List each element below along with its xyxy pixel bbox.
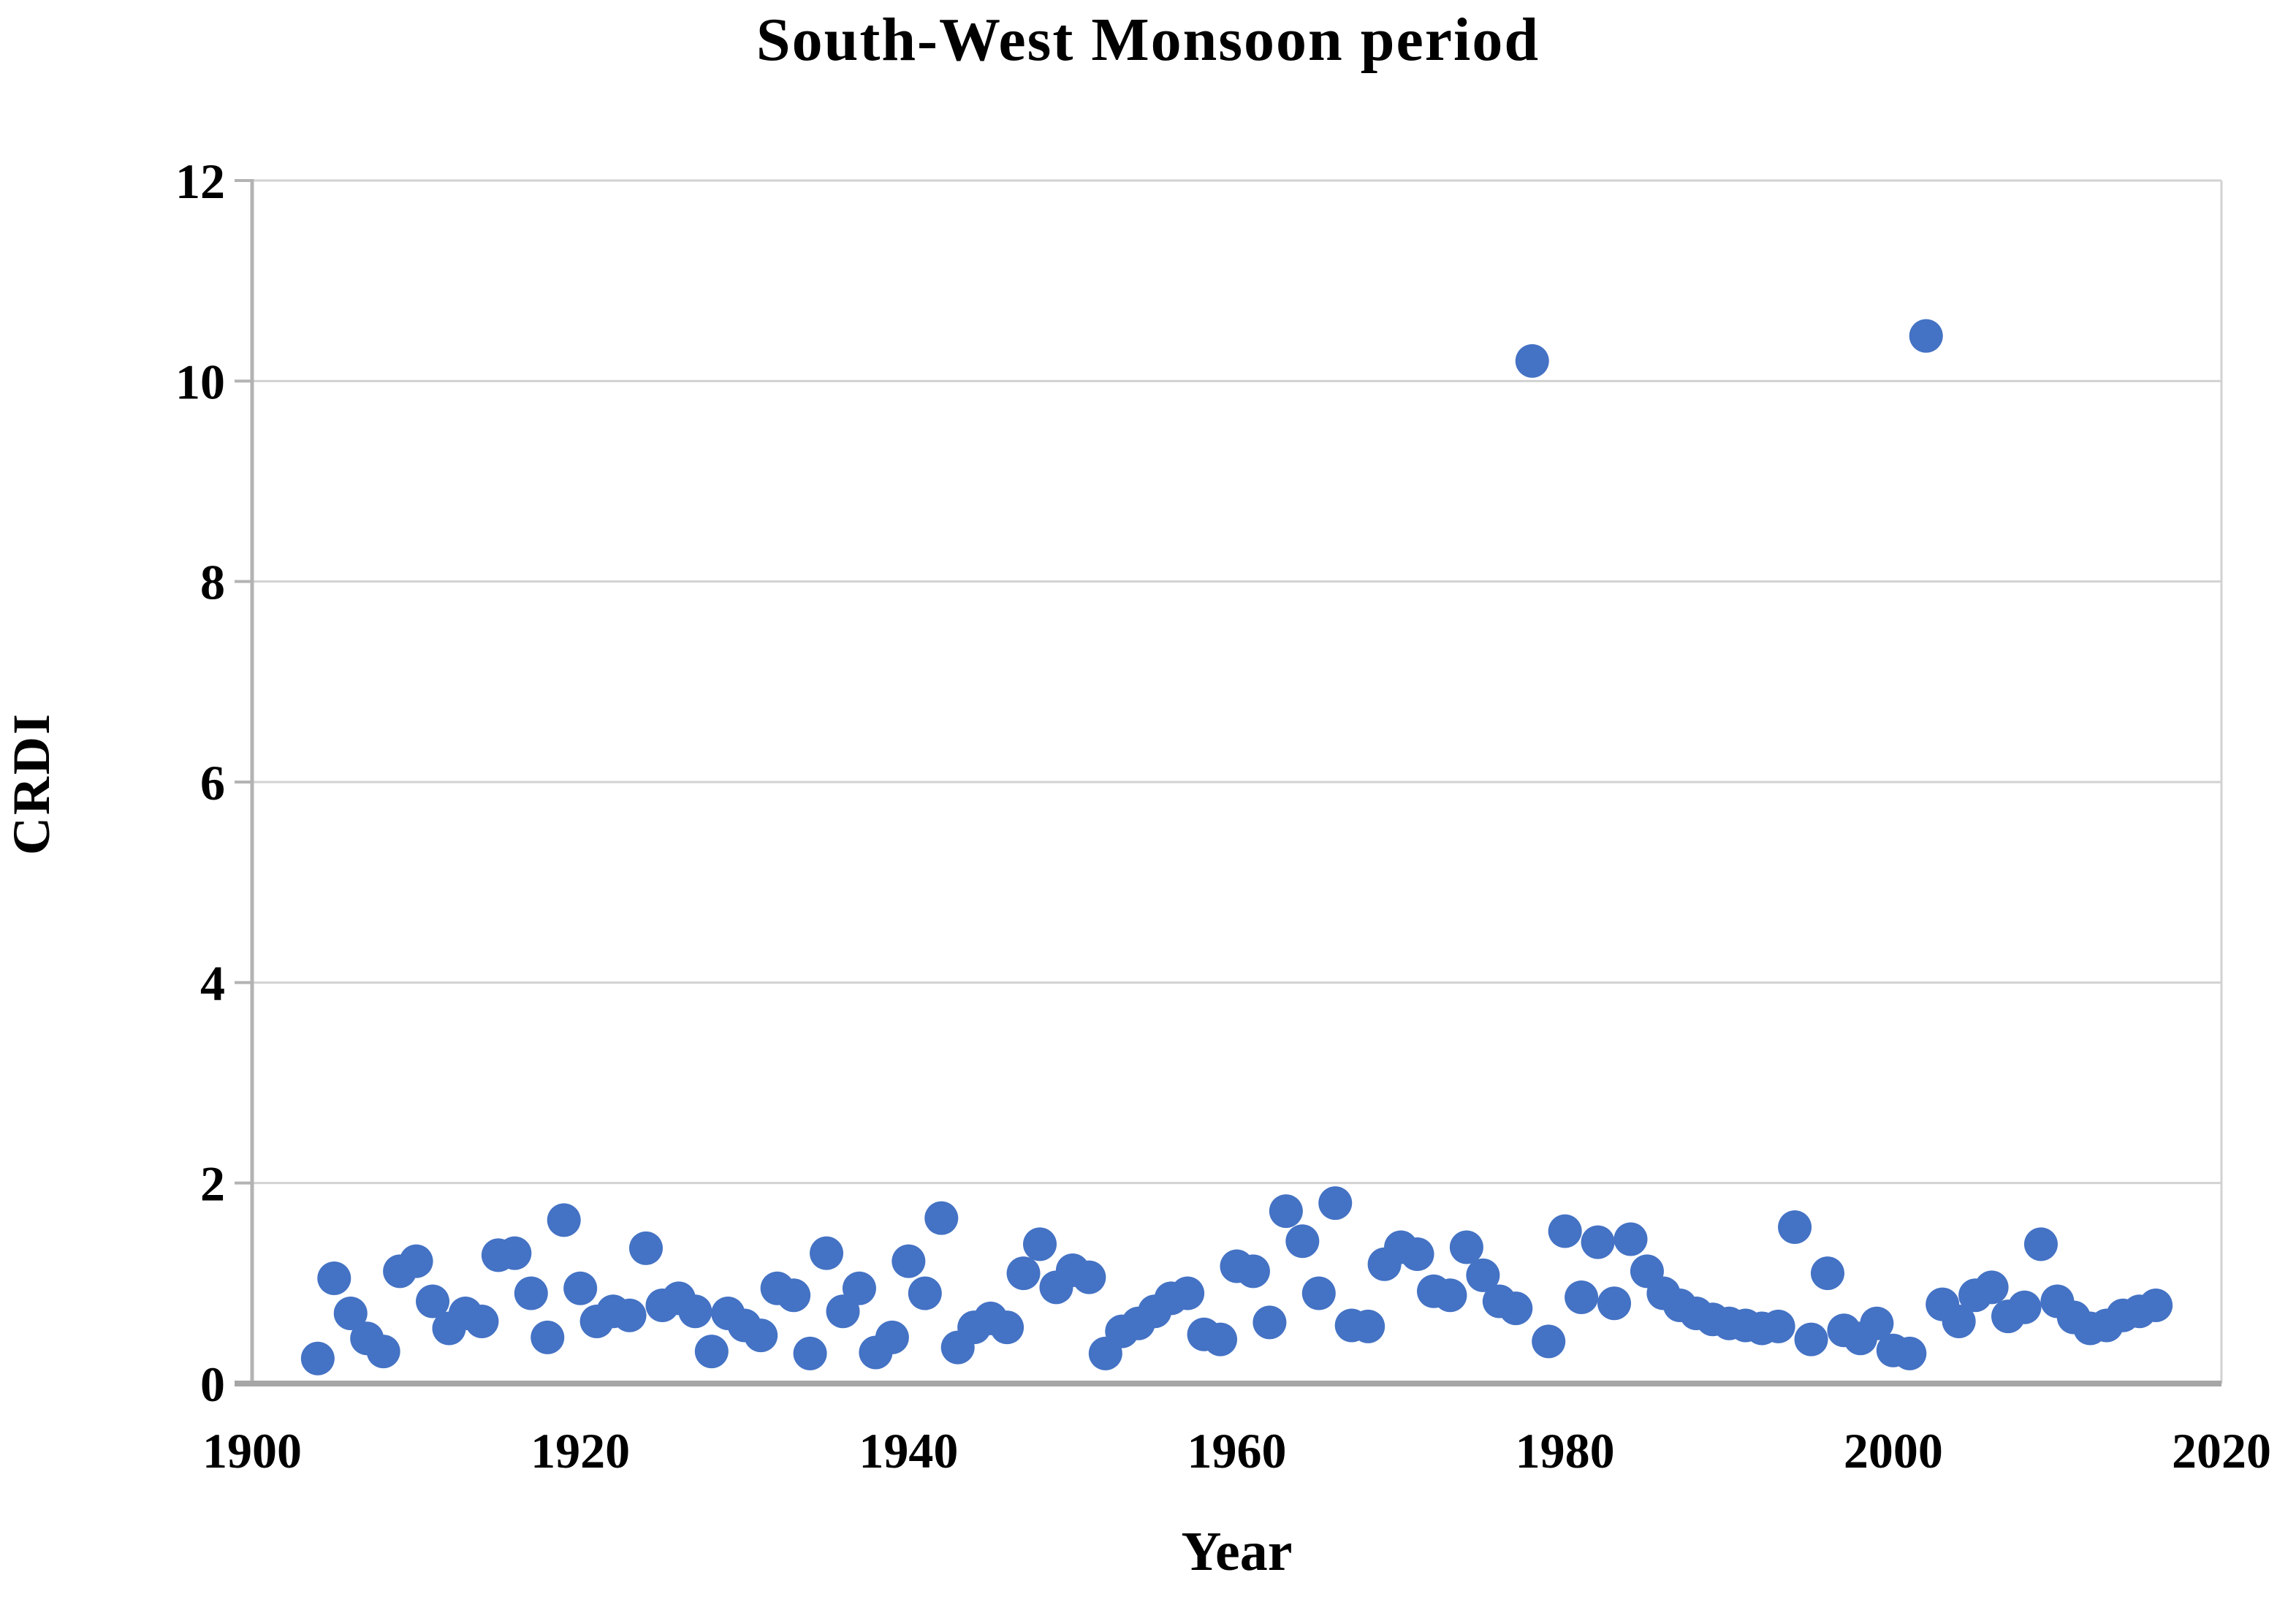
data-point-1981 (1565, 1280, 1599, 1315)
data-point-1931 (744, 1318, 778, 1353)
data-point-1963 (1269, 1194, 1303, 1229)
x-tick-label-1920: 1920 (531, 1423, 630, 1479)
data-point-1947 (1006, 1256, 1041, 1291)
y-tick-label-12: 12 (175, 153, 225, 209)
x-tick-label-1960: 1960 (1187, 1423, 1287, 1479)
data-point-1948 (1023, 1227, 1057, 1261)
data-point-2016 (2139, 1289, 2173, 1323)
data-point-1942 (924, 1201, 959, 1235)
data-point-1993 (1761, 1309, 1795, 1343)
data-point-1982 (1581, 1225, 1615, 1259)
data-point-1965 (1301, 1276, 1336, 1310)
data-point-1935 (810, 1236, 844, 1270)
data-point-1994 (1778, 1210, 1812, 1245)
data-point-1995 (1794, 1322, 1828, 1357)
data-point-1984 (1613, 1222, 1648, 1256)
data-point-1968 (1351, 1309, 1385, 1343)
data-point-2002 (1909, 319, 1943, 353)
data-point-1917 (514, 1276, 548, 1310)
data-point-1951 (1072, 1260, 1106, 1294)
data-point-1974 (1449, 1230, 1483, 1264)
data-point-1977 (1499, 1291, 1533, 1326)
x-axis-title: Year (1181, 1521, 1293, 1582)
data-point-1933 (777, 1278, 811, 1313)
x-tick-label-1980: 1980 (1516, 1423, 1615, 1479)
data-point-1919 (547, 1203, 581, 1237)
data-point-1916 (498, 1236, 532, 1270)
data-point-1979 (1532, 1324, 1566, 1359)
data-point-1911 (416, 1284, 450, 1318)
data-point-1983 (1597, 1286, 1632, 1321)
data-point-1996 (1811, 1256, 1844, 1291)
data-point-1939 (875, 1320, 909, 1354)
data-point-1961 (1236, 1254, 1270, 1289)
data-point-1934 (793, 1336, 827, 1370)
y-tick-label-8: 8 (200, 555, 225, 610)
data-point-1914 (465, 1304, 499, 1338)
data-point-1946 (990, 1310, 1025, 1345)
y-tick-label-6: 6 (200, 755, 225, 811)
data-point-1966 (1318, 1186, 1353, 1221)
data-point-1957 (1171, 1276, 1205, 1310)
chart-title: South-West Monsoon period (756, 6, 1540, 74)
data-point-2009 (2023, 1227, 2058, 1261)
y-tick-label-10: 10 (175, 354, 225, 409)
data-point-1918 (531, 1320, 565, 1354)
data-point-1908 (366, 1335, 400, 1369)
data-point-1962 (1252, 1305, 1287, 1340)
data-point-1980 (1548, 1214, 1582, 1248)
data-point-1927 (678, 1294, 712, 1329)
data-point-1923 (612, 1298, 647, 1332)
data-point-1978 (1515, 344, 1549, 378)
data-point-1905 (317, 1261, 351, 1295)
data-point-2001 (1893, 1336, 1927, 1370)
data-point-1971 (1400, 1237, 1434, 1272)
x-tick-label-2000: 2000 (1844, 1423, 1943, 1479)
data-point-2004 (1942, 1304, 1976, 1338)
y-tick-label-0: 0 (200, 1357, 225, 1412)
data-point-1975 (1466, 1258, 1500, 1292)
data-point-1964 (1285, 1224, 1320, 1259)
data-point-1973 (1433, 1278, 1467, 1313)
data-point-1920 (563, 1271, 598, 1305)
data-point-2006 (1974, 1270, 2009, 1305)
data-point-1910 (399, 1244, 433, 1278)
data-point-1999 (1860, 1306, 1894, 1340)
data-point-1928 (694, 1335, 729, 1369)
x-tick-label-1940: 1940 (859, 1423, 958, 1479)
data-point-1904 (300, 1341, 335, 1376)
data-point-1924 (629, 1231, 663, 1265)
y-tick-label-2: 2 (200, 1156, 225, 1212)
data-point-1941 (908, 1276, 942, 1310)
data-point-1937 (842, 1271, 876, 1305)
data-point-2008 (2007, 1290, 2042, 1324)
data-point-1906 (333, 1296, 368, 1330)
x-tick-label-2020: 2020 (2172, 1423, 2271, 1479)
x-tick-label-1900: 1900 (202, 1423, 302, 1479)
y-tick-label-4: 4 (200, 955, 225, 1011)
data-point-1940 (892, 1244, 926, 1278)
data-point-1959 (1204, 1322, 1238, 1357)
